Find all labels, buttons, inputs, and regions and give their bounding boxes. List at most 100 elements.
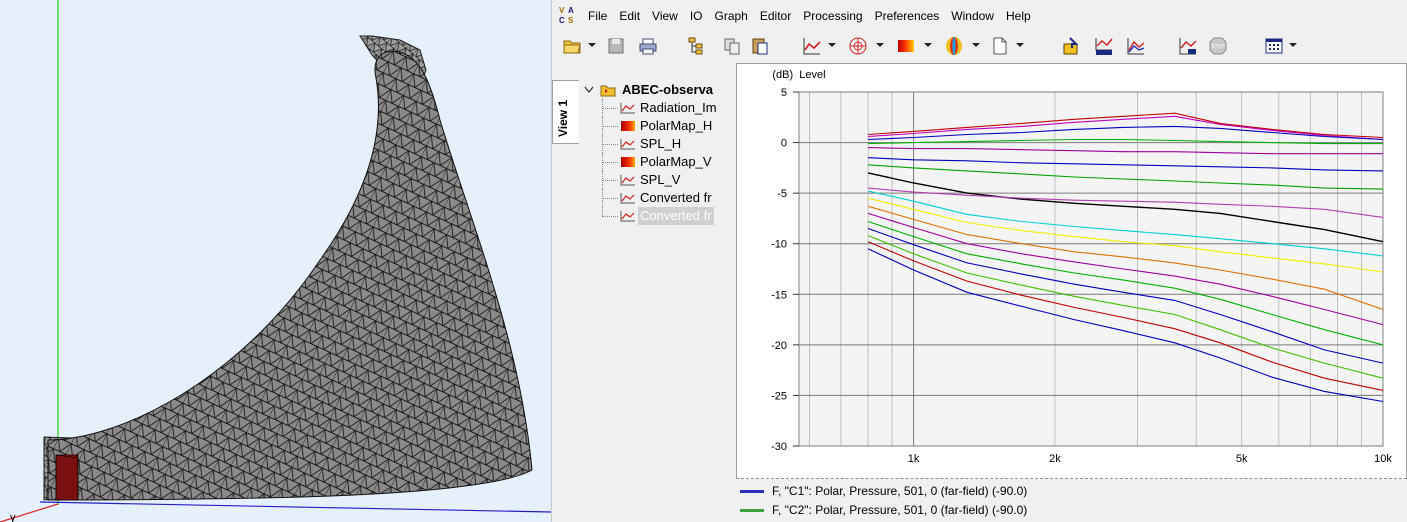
tree-item-6[interactable]: Converted fr	[582, 189, 730, 207]
tree-item-label: PolarMap_V	[640, 154, 712, 169]
tree-item-label: Radiation_Im	[640, 100, 717, 115]
legend-label: F, "C1": Polar, Pressure, 501, 0 (far-fi…	[772, 484, 1028, 498]
tree-item-label: SPL_V	[640, 172, 681, 187]
vacs-logo: V A C S	[559, 6, 574, 25]
app-window: V A C S File Edit View IO Graph Editor P…	[552, 0, 1407, 522]
x-tick-label: 10k	[1374, 453, 1392, 465]
y-tick-label: -10	[771, 239, 787, 251]
open-dropdown-arrow[interactable]	[588, 43, 596, 47]
polar-dropdown-arrow[interactable]	[876, 43, 884, 47]
series-line-14	[867, 220, 1384, 346]
function-graph-icon[interactable]	[1094, 36, 1114, 56]
menu-preferences[interactable]: Preferences	[874, 9, 940, 23]
series-line-5	[868, 147, 1383, 155]
paste-icon[interactable]	[750, 36, 770, 56]
y-axis-label: (dB) Level	[772, 69, 825, 81]
tree-item-2[interactable]: PolarMap_H	[582, 117, 730, 135]
viewport-axis-label: y	[10, 512, 16, 522]
x-tick-label: 5k	[1236, 453, 1248, 465]
menu-file[interactable]: File	[588, 9, 608, 23]
plot-area	[798, 91, 1384, 447]
chevron-down-icon[interactable]	[584, 86, 594, 94]
tree-item-label: Converted fr	[638, 207, 714, 225]
horn-mesh-render[interactable]: y	[0, 0, 551, 522]
series-line-11	[867, 197, 1384, 273]
tree-item-7[interactable]: Converted fr	[582, 207, 730, 225]
new-document-icon[interactable]	[990, 36, 1010, 56]
y-tick-label: 0	[781, 138, 787, 150]
level-chart[interactable]: 5 0 -5 -10 -15 -20 -25 -30 1k 2k 5k 10k (dB) Level	[737, 64, 1407, 480]
curve-icon	[620, 175, 635, 186]
z-axis-line	[0, 503, 59, 522]
tree-item-label: SPL_H	[640, 136, 682, 151]
project-tree-icon[interactable]	[686, 36, 706, 56]
line-graph-dropdown-arrow[interactable]	[828, 43, 836, 47]
series-line-7	[868, 164, 1384, 190]
menu-io[interactable]: IO	[689, 9, 703, 23]
open-folder-icon[interactable]	[562, 36, 582, 56]
series-line-16	[867, 235, 1384, 379]
series-line-15	[867, 227, 1384, 364]
save-icon[interactable]	[606, 36, 626, 56]
tree-item-label: Converted fr	[640, 190, 712, 205]
legend-entry[interactable]: F, "C1": Polar, Pressure, 501, 0 (far-fi…	[738, 482, 1027, 500]
y-tick-label: 5	[781, 87, 787, 99]
series-line-17	[867, 241, 1384, 391]
series-line-1	[868, 112, 1384, 139]
series-line-13	[867, 212, 1384, 326]
multi-curve-icon[interactable]	[1126, 36, 1146, 56]
balloon-plot-icon[interactable]	[944, 36, 964, 56]
polar-map-dropdown-arrow[interactable]	[924, 43, 932, 47]
menu-processing[interactable]: Processing	[803, 9, 863, 23]
mesh-3d-viewport[interactable]: y	[0, 0, 552, 522]
view-1-tab[interactable]: View 1	[552, 80, 579, 144]
x-tick-label: 1k	[908, 453, 920, 465]
series-line-3	[868, 125, 1384, 141]
menu-graph[interactable]: Graph	[714, 9, 748, 23]
legend-entry[interactable]: F, "C2": Polar, Pressure, 501, 0 (far-fi…	[738, 501, 1027, 519]
graph-panel[interactable]: 5 0 -5 -10 -15 -20 -25 -30 1k 2k 5k 10k (dB) Level	[736, 63, 1407, 479]
print-icon[interactable]	[638, 36, 658, 56]
series-line-8	[867, 172, 1384, 243]
y-tick-label: -30	[771, 441, 787, 453]
window-layout-icon[interactable]	[1264, 36, 1284, 56]
curve-icon	[620, 211, 635, 222]
project-tree: ABEC-observa Radiation_Im PolarMap_H SPL_H…	[582, 80, 730, 230]
menu-help[interactable]: Help	[1005, 9, 1031, 23]
y-tick-label: -5	[777, 188, 787, 200]
series-line-4	[868, 138, 1383, 145]
tree-item-4[interactable]: PolarMap_V	[582, 153, 730, 171]
polar-plot-icon[interactable]	[848, 36, 868, 56]
copy-icon[interactable]	[722, 36, 742, 56]
legend-swatch	[740, 490, 764, 494]
balloon-dropdown-arrow[interactable]	[972, 43, 980, 47]
series-line-6	[868, 157, 1384, 172]
menu-bar: V A C S File Edit View IO Graph Editor P…	[552, 0, 1407, 32]
curve-icon	[620, 103, 635, 114]
polar-map-icon[interactable]	[896, 36, 916, 56]
menu-editor[interactable]: Editor	[759, 9, 792, 23]
series-line-12	[867, 205, 1384, 311]
line-graph-icon[interactable]	[802, 36, 822, 56]
legend-label: F, "C2": Polar, Pressure, 501, 0 (far-fi…	[772, 503, 1028, 517]
tree-item-3[interactable]: SPL_H	[582, 135, 730, 153]
tree-root-label: ABEC-observa	[622, 82, 714, 97]
series-line-2	[868, 115, 1384, 141]
y-tick-label: -15	[771, 289, 787, 301]
curve-icon	[620, 139, 635, 150]
solver-icon[interactable]	[1062, 36, 1082, 56]
x-tick-label: 2k	[1049, 453, 1061, 465]
series-line-18	[867, 248, 1384, 403]
window-layout-dropdown-arrow[interactable]	[1289, 43, 1297, 47]
menu-window[interactable]: Window	[951, 9, 994, 23]
polarmap-icon	[621, 157, 635, 167]
tree-item-1[interactable]: Radiation_Im	[582, 99, 730, 117]
new-document-dropdown-arrow[interactable]	[1016, 43, 1024, 47]
stop-icon[interactable]: STOP	[1208, 36, 1228, 56]
curve-icon	[620, 193, 635, 204]
menu-view[interactable]: View	[652, 9, 678, 23]
graph-processing-icon[interactable]	[1178, 36, 1198, 56]
legend-swatch	[740, 509, 764, 513]
menu-edit[interactable]: Edit	[619, 9, 641, 23]
tree-item-5[interactable]: SPL_V	[582, 171, 730, 189]
